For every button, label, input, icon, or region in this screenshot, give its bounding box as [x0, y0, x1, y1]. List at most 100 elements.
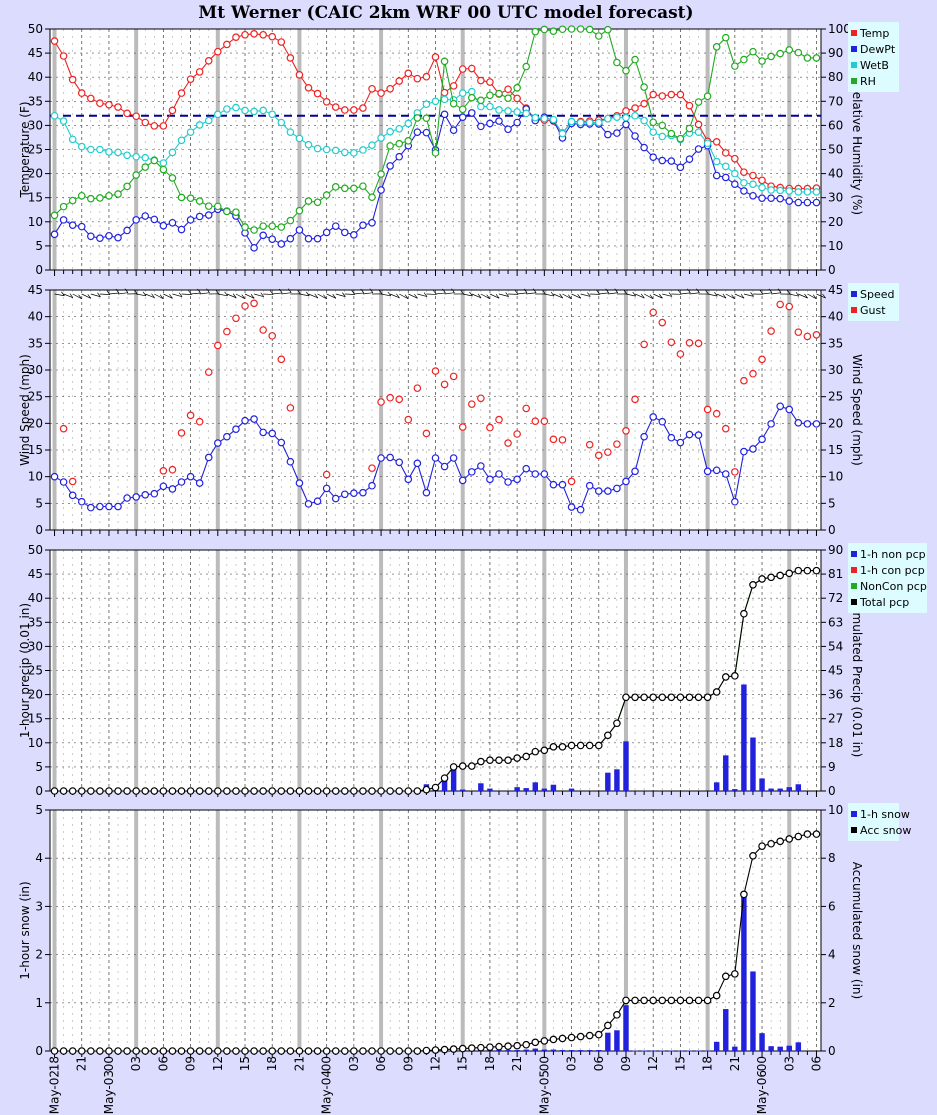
gust-point [694, 339, 703, 348]
total-pcp-point [622, 693, 630, 702]
y-tick-label: 30 [28, 639, 43, 653]
speed-point [368, 481, 376, 490]
acc-snow-point [404, 1047, 413, 1055]
wind-barb [217, 293, 228, 297]
x-tick-label: 09 [184, 1056, 198, 1071]
snow-bar [768, 1046, 774, 1051]
wetb-point [631, 111, 639, 120]
plot-frame [49, 28, 822, 271]
legend-label: DewPt [860, 43, 896, 56]
acc-snow-point [649, 996, 657, 1005]
total-pcp-point [359, 787, 367, 795]
y2-tick-label: 54 [828, 639, 843, 653]
x-tick-label: 03 [129, 1056, 143, 1071]
rh-point [758, 57, 766, 65]
dewpt-point [304, 234, 313, 243]
total-pcp-point [250, 787, 258, 795]
rh-point [667, 129, 676, 138]
rh-point [794, 48, 803, 57]
acc-snow-point [250, 1047, 258, 1055]
acc-snow-point [740, 890, 748, 899]
y2-tick-label: 70 [828, 94, 843, 108]
gust-point [812, 330, 821, 339]
wind-barb-flag [178, 292, 183, 297]
wetb-point [50, 111, 59, 120]
wind-barb-flag [332, 294, 336, 299]
total-pcp-point [458, 762, 467, 770]
gust-point [241, 302, 249, 310]
dewpt-point [794, 198, 803, 207]
wind-barb-flag [550, 291, 555, 297]
acc-snow-point [259, 1047, 267, 1055]
total-pcp-point [377, 787, 385, 795]
y-tick-label: 45 [28, 46, 43, 60]
precip-bar [568, 788, 575, 791]
y2-tick-label: 81 [828, 567, 843, 581]
temp-point [159, 122, 168, 130]
y2-tick-label: 2 [828, 996, 836, 1010]
total-pcp-point [613, 719, 621, 728]
wind-barb [263, 293, 274, 295]
temp-point [50, 37, 59, 45]
speed-point [558, 480, 567, 489]
wind-barb [462, 293, 473, 297]
speed-point [150, 489, 159, 498]
wetb-point [141, 153, 150, 162]
wind-barb-flag [305, 291, 310, 297]
total-pcp-point [177, 787, 186, 795]
wind-barb [807, 293, 817, 300]
wind-barb [190, 292, 201, 295]
total-pcp-point [186, 787, 195, 795]
wetb-point [721, 162, 730, 171]
total-pcp-point [467, 762, 476, 770]
acc-snow-point [667, 996, 676, 1005]
dewpt-point [259, 231, 267, 240]
legend-label: Acc snow [860, 824, 911, 837]
wind-barb [689, 292, 700, 295]
speed-point [186, 472, 195, 481]
precip-bar [478, 783, 484, 791]
wetb-point [594, 118, 603, 127]
series-precip [50, 566, 821, 795]
precip-bar [487, 788, 493, 791]
wind-barb-flag [559, 293, 563, 299]
snow-bar [505, 1050, 511, 1052]
rh-point [141, 163, 150, 171]
total-pcp-point [567, 741, 576, 750]
wind-barb [90, 293, 101, 298]
speed-point [232, 425, 240, 434]
wind-barb [335, 293, 346, 297]
wind-barb-flag [323, 294, 327, 299]
dewpt-point [195, 212, 204, 221]
gust-point [785, 302, 794, 311]
speed-point [241, 416, 249, 425]
y2-axis-label: Wind Speed (mph) [850, 354, 864, 466]
gust-point [640, 340, 648, 349]
acc-snow-point [114, 1047, 122, 1055]
dewpt-point [749, 191, 757, 200]
wind-barb [362, 292, 373, 295]
gust-point [703, 405, 712, 414]
x-date-label: May-03 [102, 1070, 116, 1114]
speed-point [350, 489, 358, 498]
wetb-point [622, 113, 630, 122]
speed-point [96, 502, 104, 511]
snow-bar [704, 1050, 711, 1052]
wetb-point [268, 110, 277, 119]
wetb-point [368, 141, 376, 149]
temp-point [368, 84, 376, 93]
total-pcp-point [731, 672, 739, 680]
speed-point [467, 468, 476, 476]
acc-snow-point [694, 996, 703, 1005]
wetb-point [703, 139, 712, 148]
wetb-point [68, 135, 77, 144]
wind-barb-flag [486, 294, 490, 299]
acc-snow-point [359, 1047, 367, 1055]
y2-tick-label: 0 [828, 263, 836, 277]
dewpt-point [204, 211, 213, 219]
dewpt-point [631, 132, 639, 140]
acc-snow-point [513, 1041, 521, 1050]
wind-barb [762, 292, 773, 295]
gust-point [504, 439, 512, 447]
total-pcp-point [431, 783, 440, 792]
